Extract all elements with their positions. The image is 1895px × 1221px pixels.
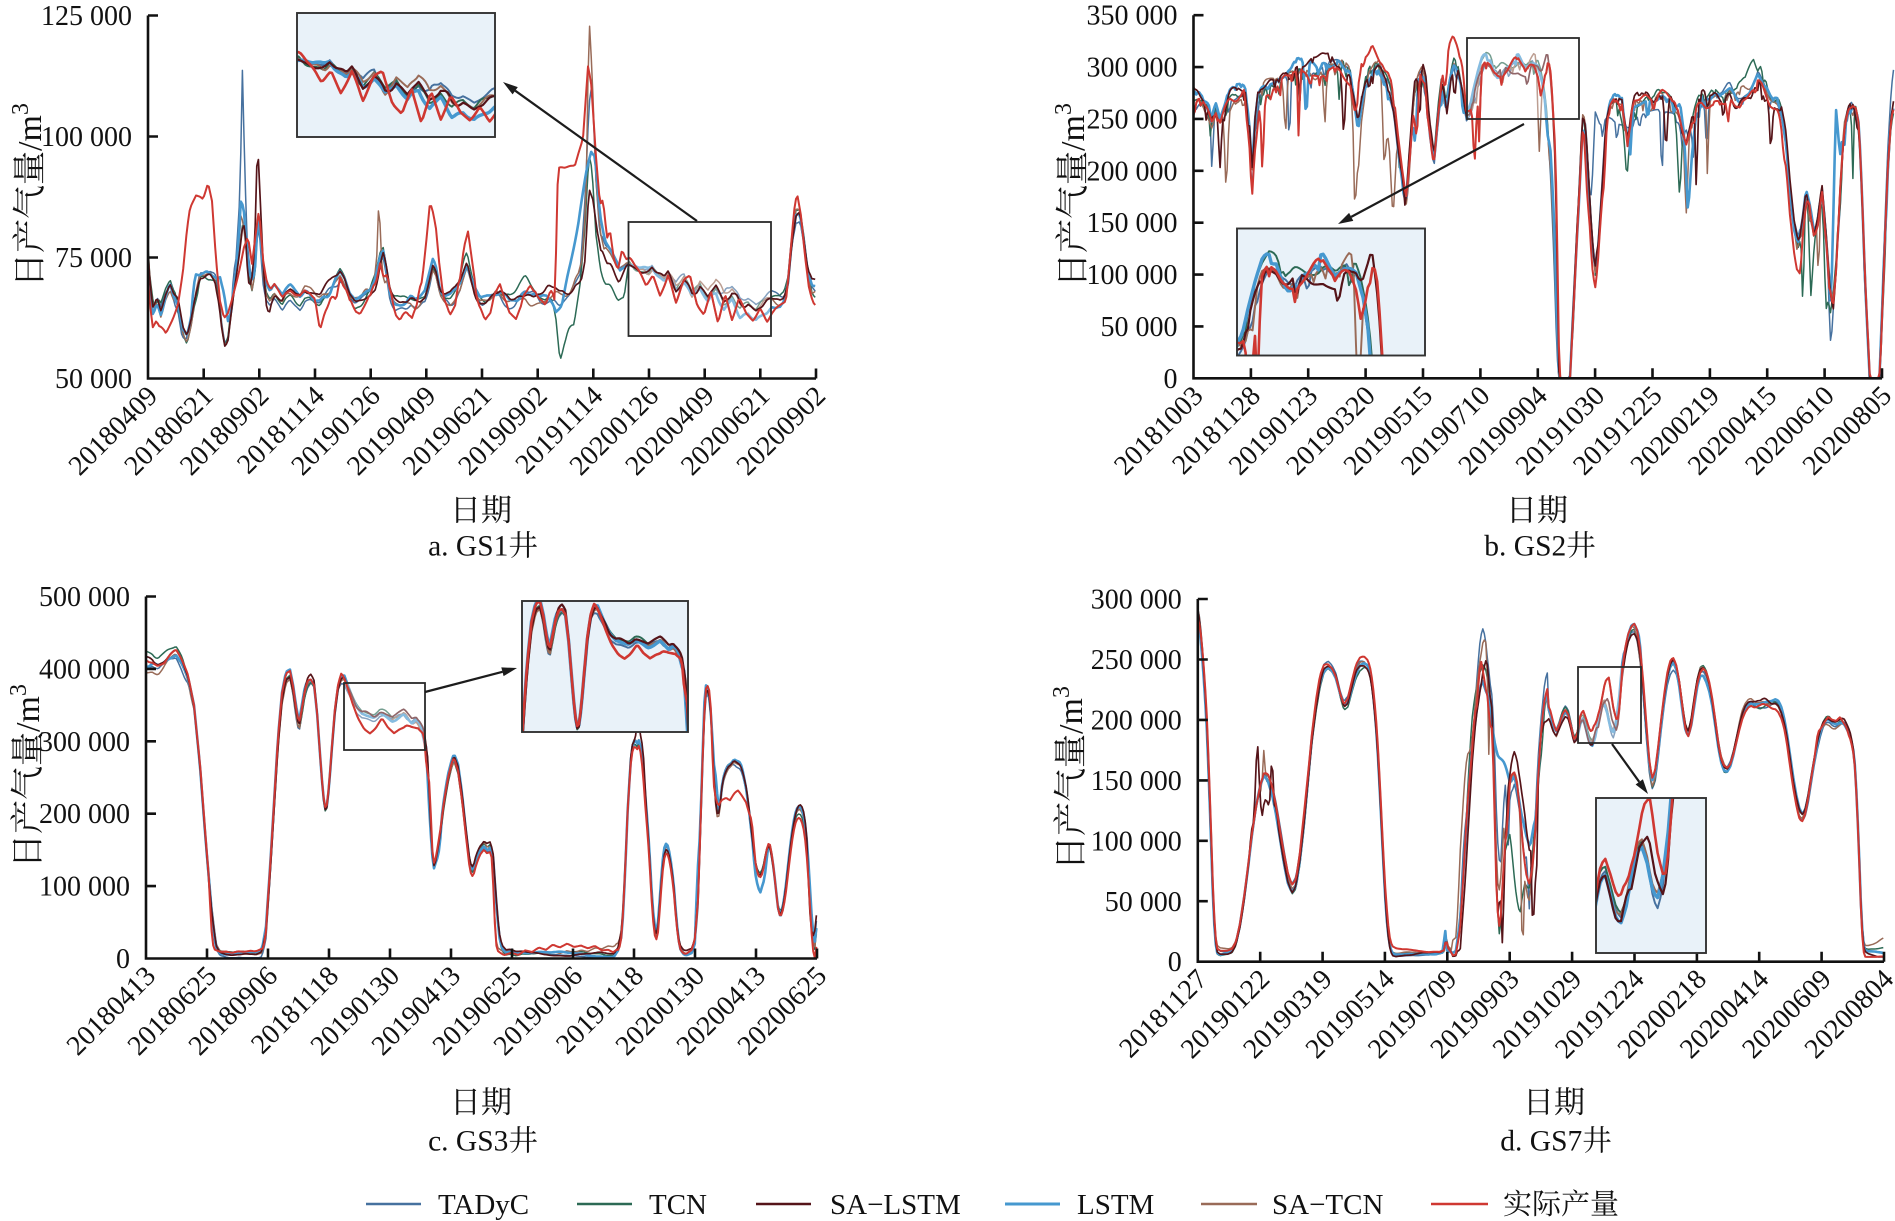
svg-text:c. GS3: c. GS3: [428, 1126, 508, 1158]
svg-text:300 000: 300 000: [1087, 53, 1178, 84]
svg-text:125 000: 125 000: [41, 1, 132, 32]
svg-text:100 000: 100 000: [41, 122, 132, 153]
svg-text:0: 0: [1168, 947, 1182, 978]
svg-text:150 000: 150 000: [1091, 766, 1182, 797]
svg-text:150 000: 150 000: [1087, 208, 1178, 239]
svg-text:/m: /m: [1053, 698, 1090, 734]
svg-text:75 000: 75 000: [55, 243, 132, 274]
svg-text:250 000: 250 000: [1087, 104, 1178, 135]
svg-text:TCN: TCN: [649, 1189, 707, 1221]
svg-text:LSTM: LSTM: [1077, 1189, 1154, 1221]
svg-text:50 000: 50 000: [1105, 887, 1182, 918]
svg-text:50 000: 50 000: [55, 364, 132, 395]
svg-text:3: 3: [6, 684, 32, 696]
svg-text:250 000: 250 000: [1091, 645, 1182, 676]
svg-text:b. GS2: b. GS2: [1484, 531, 1566, 563]
svg-text:a. GS1: a. GS1: [428, 531, 508, 563]
svg-text:200 000: 200 000: [1091, 705, 1182, 736]
svg-text:/m: /m: [12, 115, 49, 151]
svg-text:300 000: 300 000: [1091, 585, 1182, 616]
svg-text:200 000: 200 000: [1087, 156, 1178, 187]
svg-text:3: 3: [8, 103, 34, 115]
svg-text:0: 0: [116, 944, 130, 975]
svg-text:SA−LSTM: SA−LSTM: [830, 1189, 961, 1221]
svg-text:350 000: 350 000: [1087, 1, 1178, 32]
svg-text:0: 0: [1164, 364, 1178, 395]
svg-text:400 000: 400 000: [39, 654, 130, 685]
svg-text:/m: /m: [10, 696, 47, 732]
svg-text:300 000: 300 000: [39, 727, 130, 758]
svg-text:SA−TCN: SA−TCN: [1272, 1189, 1383, 1221]
svg-text:3: 3: [1049, 686, 1075, 698]
svg-text:500 000: 500 000: [39, 582, 130, 613]
svg-text:200 000: 200 000: [39, 799, 130, 830]
svg-text:100 000: 100 000: [1087, 260, 1178, 291]
svg-text:100 000: 100 000: [39, 872, 130, 903]
svg-text:/m: /m: [1055, 115, 1092, 151]
svg-text:TADyC: TADyC: [438, 1189, 529, 1221]
svg-text:3: 3: [1051, 103, 1077, 115]
svg-text:50 000: 50 000: [1101, 312, 1178, 343]
svg-text:d. GS7: d. GS7: [1500, 1126, 1582, 1158]
svg-text:100 000: 100 000: [1091, 826, 1182, 857]
